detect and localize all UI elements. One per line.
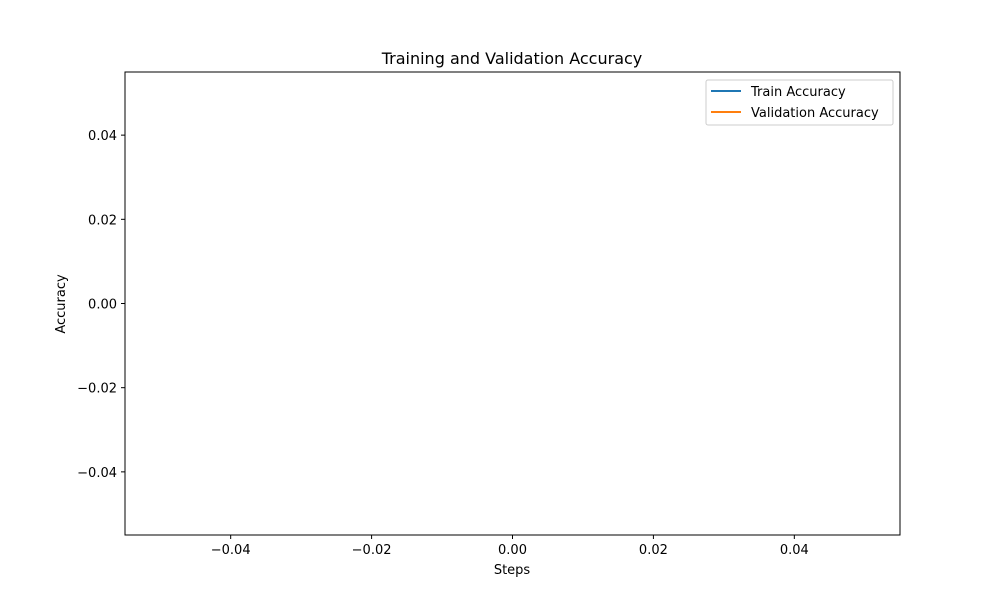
legend-label-0: Train Accuracy bbox=[750, 85, 846, 100]
y-tick-label: 0.02 bbox=[88, 213, 117, 228]
chart-title: Training and Validation Accuracy bbox=[381, 49, 643, 68]
legend-label-1: Validation Accuracy bbox=[751, 106, 879, 121]
y-axis-ticks: −0.04 −0.02 0.00 0.02 0.04 bbox=[77, 129, 125, 481]
x-tick-label: 0.02 bbox=[639, 543, 668, 558]
y-tick-label: 0.04 bbox=[88, 129, 117, 144]
legend: Train Accuracy Validation Accuracy bbox=[705, 79, 894, 126]
x-axis-ticks: −0.04 −0.02 0.00 0.02 0.04 bbox=[211, 535, 809, 558]
x-tick-label: −0.02 bbox=[352, 543, 392, 558]
y-tick-label: 0.00 bbox=[88, 298, 117, 313]
y-axis-label: Accuracy bbox=[54, 274, 69, 334]
legend-box bbox=[705, 79, 894, 126]
y-tick-label: −0.04 bbox=[77, 466, 117, 481]
x-tick-label: 0.00 bbox=[498, 543, 527, 558]
x-tick-label: −0.04 bbox=[211, 543, 251, 558]
x-tick-label: 0.04 bbox=[780, 543, 809, 558]
x-axis-label: Steps bbox=[494, 563, 531, 578]
y-tick-label: −0.02 bbox=[77, 382, 117, 397]
